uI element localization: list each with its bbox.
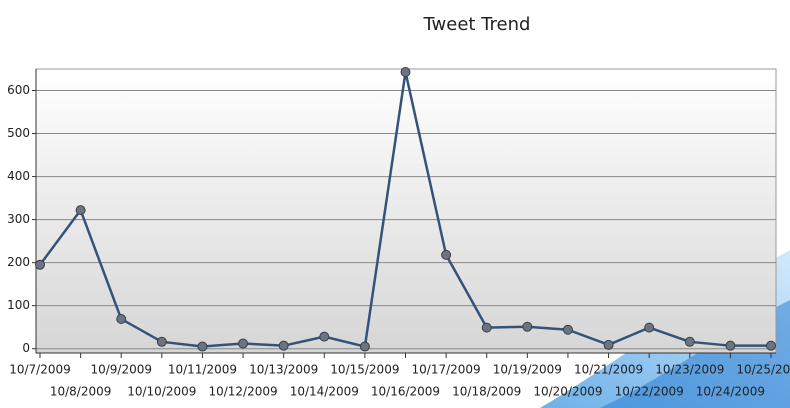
x-tick-label: 10/17/2009 bbox=[412, 363, 481, 377]
y-tick-label: 200 bbox=[7, 255, 30, 269]
point bbox=[562, 324, 573, 335]
y-tick-label: 100 bbox=[7, 298, 30, 312]
point bbox=[197, 341, 208, 352]
y-tick-label: 300 bbox=[7, 212, 30, 226]
point bbox=[684, 336, 695, 347]
point bbox=[603, 339, 614, 350]
point bbox=[441, 249, 452, 260]
point bbox=[481, 322, 492, 333]
x-tick-label: 10/24/2009 bbox=[696, 385, 765, 399]
x-tick-label: 10/7/2009 bbox=[9, 363, 71, 377]
point bbox=[116, 314, 127, 325]
x-tick-label: 10/8/2009 bbox=[50, 385, 112, 399]
x-tick-label: 10/19/2009 bbox=[493, 363, 562, 377]
x-tick-label: 10/15/2009 bbox=[330, 363, 399, 377]
y-tick-label: 0 bbox=[22, 341, 30, 355]
point bbox=[766, 340, 776, 351]
x-tick-label: 10/11/2009 bbox=[168, 363, 237, 377]
x-tick-label: 10/14/2009 bbox=[290, 385, 359, 399]
x-tick-label: 10/23/2009 bbox=[655, 363, 724, 377]
point bbox=[156, 336, 167, 347]
x-tick-label: 10/16/2009 bbox=[371, 385, 440, 399]
point bbox=[400, 67, 411, 78]
x-tick-label: 10/21/2009 bbox=[574, 363, 643, 377]
x-tick-label: 10/12/2009 bbox=[208, 385, 277, 399]
point bbox=[319, 331, 330, 342]
point bbox=[238, 338, 249, 349]
point bbox=[75, 205, 86, 216]
point bbox=[278, 340, 289, 351]
y-tick-label: 600 bbox=[7, 83, 30, 97]
x-tick-label: 10/13/2009 bbox=[249, 363, 318, 377]
point bbox=[725, 340, 736, 351]
y-tick-label: 500 bbox=[7, 126, 30, 140]
point bbox=[35, 259, 45, 270]
x-tick-label: 10/9/2009 bbox=[90, 363, 152, 377]
x-tick-label: 10/22/2009 bbox=[615, 385, 684, 399]
plot-layer: 0 100 200 300 400 500 600 10/7/2009 10/8/2009 10/… bbox=[7, 67, 790, 399]
x-tick-label: 10/10/2009 bbox=[127, 385, 196, 399]
x-tick-label: 10/18/2009 bbox=[452, 385, 521, 399]
point bbox=[644, 322, 655, 333]
y-tick-label: 400 bbox=[7, 169, 30, 183]
x-tick-label: 10/25/2009 bbox=[736, 363, 790, 377]
x-tick-label: 10/20/2009 bbox=[533, 385, 602, 399]
point bbox=[359, 341, 370, 352]
chart-title: Tweet Trend bbox=[423, 14, 531, 35]
plot-area bbox=[35, 68, 777, 354]
point bbox=[522, 321, 533, 332]
